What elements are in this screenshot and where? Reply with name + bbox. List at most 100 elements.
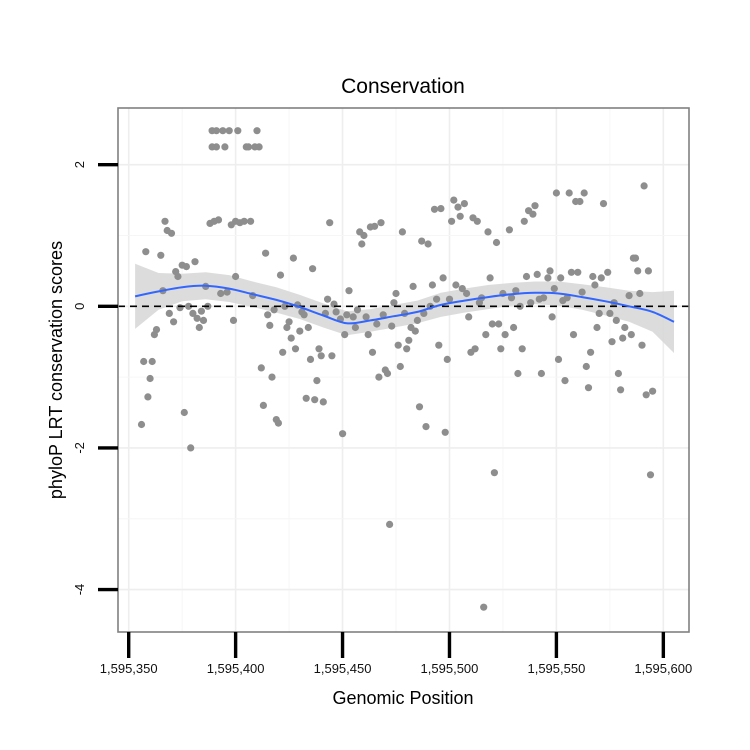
data-point: [441, 428, 449, 436]
data-point: [634, 267, 642, 275]
data-point: [587, 348, 595, 356]
data-point: [522, 272, 531, 281]
data-point: [631, 254, 640, 262]
data-point: [244, 143, 253, 151]
smooth-line-layer: [118, 284, 689, 325]
data-point: [174, 272, 182, 281]
data-point: [311, 396, 319, 404]
data-point: [527, 299, 535, 307]
data-point: [212, 127, 220, 135]
data-point: [287, 334, 295, 342]
data-point: [341, 331, 349, 339]
data-point: [264, 311, 272, 319]
data-point: [304, 323, 312, 332]
data-point: [146, 374, 154, 383]
data-point: [309, 265, 317, 273]
data-point: [257, 364, 265, 372]
x-tick-label: 1,595,500: [421, 661, 479, 676]
confidence-band-layer: [135, 263, 675, 353]
data-point: [445, 295, 454, 303]
data-point: [567, 268, 576, 276]
data-point: [276, 271, 285, 279]
data-point: [465, 313, 473, 321]
data-point: [388, 322, 396, 330]
data-point: [326, 219, 334, 227]
data-point: [540, 294, 548, 302]
data-point: [225, 127, 233, 135]
y-tick-label: -4: [72, 584, 87, 596]
data-point: [606, 309, 614, 317]
data-point: [450, 196, 458, 204]
data-point: [456, 212, 464, 220]
data-point: [394, 341, 402, 349]
x-tick-label: 1,595,600: [634, 661, 692, 676]
data-point: [392, 289, 400, 298]
data-point: [484, 228, 492, 236]
data-point: [234, 127, 242, 135]
data-point: [593, 323, 601, 332]
data-point: [619, 334, 627, 342]
x-axis-title: Genomic Position: [332, 688, 473, 708]
data-point: [232, 272, 240, 281]
data-point: [642, 391, 650, 399]
data-point: [182, 263, 190, 271]
data-point: [614, 369, 623, 378]
data-point: [339, 430, 347, 438]
data-point: [458, 285, 466, 293]
data-point: [430, 205, 439, 213]
data-point: [296, 327, 304, 335]
data-point: [563, 294, 571, 302]
data-point: [165, 309, 173, 317]
data-point: [591, 281, 599, 289]
data-point: [452, 281, 460, 289]
data-point: [266, 321, 274, 329]
data-point: [185, 302, 193, 310]
data-point: [617, 386, 625, 394]
data-point: [360, 231, 368, 240]
data-point: [142, 248, 150, 256]
data-point: [253, 127, 261, 135]
data-point: [411, 327, 419, 335]
data-point: [640, 182, 648, 190]
y-tick-label: -2: [72, 442, 87, 454]
data-point: [313, 377, 321, 385]
panel-border: [117, 107, 690, 633]
y-axis: -4 -2 0 2: [72, 161, 118, 595]
data-point: [324, 295, 332, 303]
y-tick-label: 0: [72, 303, 87, 310]
data-point: [428, 281, 436, 289]
data-point: [221, 143, 229, 151]
data-point: [520, 217, 528, 225]
data-point: [187, 444, 195, 452]
data-point: [217, 289, 225, 298]
data-point: [157, 251, 165, 259]
data-point: [345, 287, 353, 295]
data-point: [377, 219, 385, 227]
data-point: [507, 294, 516, 302]
data-point: [405, 336, 413, 344]
plot-panel: [117, 107, 690, 633]
data-point: [259, 401, 267, 409]
data-point: [197, 307, 205, 315]
data-point: [176, 304, 184, 312]
data-point: [584, 384, 593, 392]
data-point: [612, 316, 620, 324]
x-axis: 1,595,350 1,595,400 1,595,450 1,595,500 1,59…: [100, 632, 692, 676]
grid-lines: [118, 108, 689, 632]
data-point: [195, 323, 203, 332]
data-point: [161, 217, 169, 225]
data-point: [561, 377, 569, 385]
data-point: [576, 197, 584, 206]
data-point: [415, 403, 424, 411]
data-point: [550, 285, 558, 293]
panel-background: [118, 108, 689, 632]
data-point: [548, 313, 556, 321]
data-point: [599, 200, 608, 208]
data-point: [371, 222, 379, 230]
x-tick-label: 1,595,550: [527, 661, 585, 676]
data-point: [497, 345, 505, 353]
data-point: [443, 355, 451, 363]
data-point: [332, 308, 340, 316]
data-point: [604, 268, 612, 276]
